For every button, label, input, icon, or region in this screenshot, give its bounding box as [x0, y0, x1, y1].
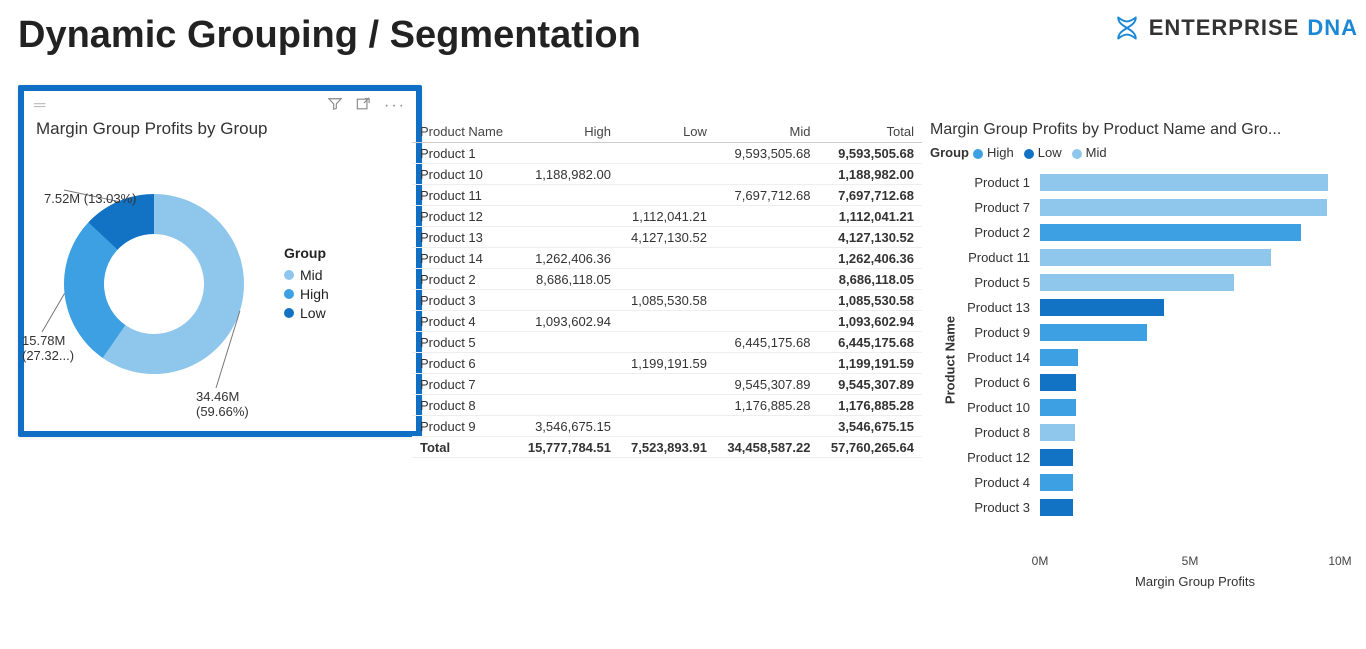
table-row[interactable]: Product 61,199,191.591,199,191.59 [412, 353, 922, 374]
bar-row[interactable]: Product 13 [1040, 295, 1350, 320]
bar-row[interactable]: Product 5 [1040, 270, 1350, 295]
bar-category-label: Product 4 [930, 475, 1030, 490]
legend-label[interactable]: Low [1038, 145, 1062, 160]
bar-row[interactable]: Product 2 [1040, 220, 1350, 245]
bar-row[interactable]: Product 11 [1040, 245, 1350, 270]
focus-mode-icon[interactable] [356, 97, 370, 116]
donut-legend: Group Mid High Low [284, 245, 329, 324]
bar-category-label: Product 3 [930, 500, 1030, 515]
bar-chart-visual[interactable]: Margin Group Profits by Product Name and… [930, 121, 1350, 641]
table-header[interactable]: Mid [715, 121, 819, 143]
legend-swatch-low[interactable] [1024, 149, 1034, 159]
bar-category-label: Product 13 [930, 300, 1030, 315]
bar-row[interactable]: Product 6 [1040, 370, 1350, 395]
drag-handle-icon[interactable]: ═ [34, 97, 45, 115]
filter-icon[interactable] [328, 97, 342, 116]
table-row[interactable]: Product 81,176,885.281,176,885.28 [412, 395, 922, 416]
bar-row[interactable]: Product 3 [1040, 495, 1350, 520]
table-row[interactable]: Product 117,697,712.687,697,712.68 [412, 185, 922, 206]
bar-chart-legend: GroupHighLowMid [930, 145, 1350, 160]
bar-row[interactable]: Product 9 [1040, 320, 1350, 345]
legend-label[interactable]: High [987, 145, 1014, 160]
donut-chart-title: Margin Group Profits by Group [36, 119, 416, 139]
table-row[interactable]: Product 101,188,982.001,188,982.00 [412, 164, 922, 185]
donut-chart-visual[interactable]: ═ ··· Margin Group Profits by Group 34.4… [18, 85, 422, 437]
bar-low[interactable] [1040, 374, 1076, 391]
table-total-row: Total15,777,784.517,523,893.9134,458,587… [412, 437, 922, 458]
bar-category-label: Product 7 [930, 200, 1030, 215]
donut-slice-label: 7.52M (13.03%) [44, 192, 137, 207]
bar-row[interactable]: Product 1 [1040, 170, 1350, 195]
bar-category-label: Product 1 [930, 175, 1030, 190]
bar-x-axis-title: Margin Group Profits [1135, 574, 1255, 589]
x-tick: 0M [1032, 554, 1049, 568]
bar-high[interactable] [1040, 349, 1078, 366]
brand-text-left: ENTERPRISE [1149, 15, 1300, 41]
bar-mid[interactable] [1040, 174, 1328, 191]
bar-low[interactable] [1040, 299, 1164, 316]
bar-category-label: Product 8 [930, 425, 1030, 440]
bar-high[interactable] [1040, 474, 1073, 491]
table-row[interactable]: Product 79,545,307.899,545,307.89 [412, 374, 922, 395]
bar-row[interactable]: Product 7 [1040, 195, 1350, 220]
donut-legend-title: Group [284, 245, 329, 261]
table-row[interactable]: Product 28,686,118.058,686,118.05 [412, 269, 922, 290]
bar-row[interactable]: Product 14 [1040, 345, 1350, 370]
table-row[interactable]: Product 93,546,675.153,546,675.15 [412, 416, 922, 437]
table-row[interactable]: Product 121,112,041.211,112,041.21 [412, 206, 922, 227]
bar-mid[interactable] [1040, 199, 1327, 216]
brand-logo: ENTERPRISE DNA [1113, 14, 1358, 42]
bar-category-label: Product 12 [930, 450, 1030, 465]
bar-row[interactable]: Product 10 [1040, 395, 1350, 420]
bar-x-axis: 0M5M10MMargin Group Profits [1040, 554, 1350, 594]
table-row[interactable]: Product 141,262,406.361,262,406.36 [412, 248, 922, 269]
bar-low[interactable] [1040, 449, 1073, 466]
bar-category-label: Product 11 [930, 250, 1030, 265]
bar-category-label: Product 10 [930, 400, 1030, 415]
bar-mid[interactable] [1040, 249, 1271, 266]
x-tick: 5M [1182, 554, 1199, 568]
bar-category-label: Product 5 [930, 275, 1030, 290]
legend-item-high[interactable]: High [284, 286, 329, 302]
donut-chart-plot[interactable]: 34.46M(59.66%)15.78M(27.32...)7.52M (13.… [24, 154, 284, 414]
bar-category-label: Product 9 [930, 325, 1030, 340]
table-header[interactable]: High [515, 121, 619, 143]
bar-row[interactable]: Product 4 [1040, 470, 1350, 495]
donut-slice-label: 34.46M(59.66%) [196, 390, 249, 420]
legend-item-mid[interactable]: Mid [284, 267, 329, 283]
bar-mid[interactable] [1040, 424, 1075, 441]
bar-category-label: Product 14 [930, 350, 1030, 365]
bar-high[interactable] [1040, 399, 1076, 416]
table-row[interactable]: Product 41,093,602.941,093,602.94 [412, 311, 922, 332]
dna-icon [1113, 14, 1141, 42]
table-header[interactable]: Total [818, 121, 922, 143]
bar-row[interactable]: Product 8 [1040, 420, 1350, 445]
x-tick: 10M [1328, 554, 1351, 568]
bar-category-label: Product 6 [930, 375, 1030, 390]
table-row[interactable]: Product 56,445,175.686,445,175.68 [412, 332, 922, 353]
bar-mid[interactable] [1040, 274, 1234, 291]
legend-label[interactable]: Mid [1086, 145, 1107, 160]
bar-high[interactable] [1040, 324, 1147, 341]
legend-swatch-high[interactable] [973, 149, 983, 159]
brand-text-right: DNA [1307, 15, 1358, 41]
legend-swatch-mid[interactable] [1072, 149, 1082, 159]
table-row[interactable]: Product 19,593,505.689,593,505.68 [412, 143, 922, 164]
bar-category-label: Product 2 [930, 225, 1030, 240]
table-header[interactable]: Product Name [412, 121, 515, 143]
bar-low[interactable] [1040, 499, 1073, 516]
bar-chart-title: Margin Group Profits by Product Name and… [930, 121, 1350, 139]
table-row[interactable]: Product 134,127,130.524,127,130.52 [412, 227, 922, 248]
bar-chart-plot[interactable]: Product Name Product 1Product 7Product 2… [1040, 170, 1350, 550]
table-header[interactable]: Low [619, 121, 715, 143]
bar-row[interactable]: Product 12 [1040, 445, 1350, 470]
table-row[interactable]: Product 31,085,530.581,085,530.58 [412, 290, 922, 311]
matrix-visual[interactable]: Product NameHighLowMidTotalProduct 19,59… [412, 121, 922, 458]
bar-high[interactable] [1040, 224, 1301, 241]
donut-slice-label: 15.78M(27.32...) [22, 334, 74, 364]
legend-item-low[interactable]: Low [284, 305, 329, 321]
more-options-icon[interactable]: ··· [384, 97, 406, 115]
